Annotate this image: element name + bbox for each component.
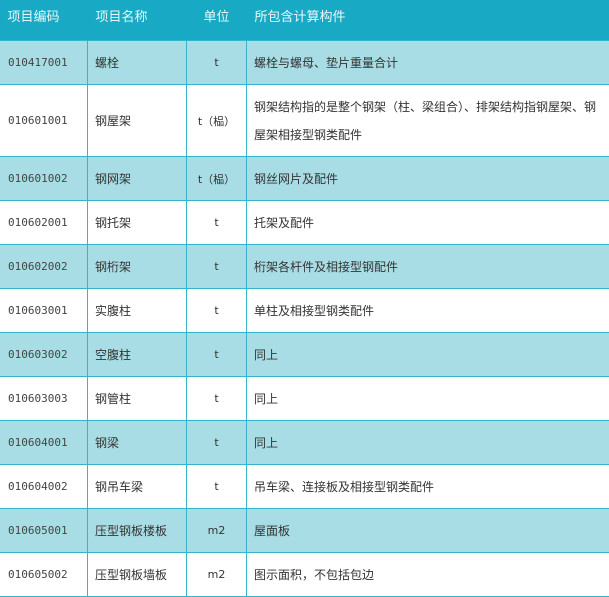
components-cell: 同上 xyxy=(247,377,609,421)
code-cell: 010601002 xyxy=(0,157,88,201)
unit-cell: t xyxy=(187,465,247,509)
code-cell: 010602002 xyxy=(0,245,88,289)
unit-cell: t xyxy=(187,201,247,245)
components-cell: 螺栓与螺母、垫片重量合计 xyxy=(247,41,609,85)
header-name: 项目名称 xyxy=(88,0,187,41)
name-cell: 钢网架 xyxy=(88,157,187,201)
name-cell: 钢梁 xyxy=(88,421,187,465)
components-cell: 同上 xyxy=(247,421,609,465)
unit-cell: t xyxy=(187,41,247,85)
unit-cell: t xyxy=(187,421,247,465)
components-cell: 屋面板 xyxy=(247,509,609,553)
components-cell: 同上 xyxy=(247,333,609,377)
unit-cell: t（榀） xyxy=(187,157,247,201)
code-cell: 010602001 xyxy=(0,201,88,245)
name-cell: 钢吊车梁 xyxy=(88,465,187,509)
header-components: 所包含计算构件 xyxy=(247,0,609,41)
components-cell: 钢架结构指的是整个钢架（柱、梁组合）、排架结构指钢屋架、钢屋架相接型钢类配件 xyxy=(247,85,609,157)
components-cell: 单柱及相接型钢类配件 xyxy=(247,289,609,333)
components-cell: 钢丝网片及配件 xyxy=(247,157,609,201)
unit-cell: m2 xyxy=(187,553,247,597)
components-cell: 吊车梁、连接板及相接型钢类配件 xyxy=(247,465,609,509)
components-cell: 托架及配件 xyxy=(247,201,609,245)
code-cell: 010603001 xyxy=(0,289,88,333)
unit-cell: m2 xyxy=(187,509,247,553)
name-cell: 螺栓 xyxy=(88,41,187,85)
header-code: 项目编码 xyxy=(0,0,88,41)
code-cell: 010604001 xyxy=(0,421,88,465)
name-cell: 钢管柱 xyxy=(88,377,187,421)
header-unit: 单位 xyxy=(187,0,247,41)
name-cell: 钢屋架 xyxy=(88,85,187,157)
code-cell: 010603003 xyxy=(0,377,88,421)
unit-cell: t xyxy=(187,289,247,333)
name-cell: 钢托架 xyxy=(88,201,187,245)
code-cell: 010417001 xyxy=(0,41,88,85)
components-cell: 桁架各杆件及相接型钢配件 xyxy=(247,245,609,289)
unit-cell: t xyxy=(187,377,247,421)
name-cell: 压型钢板楼板 xyxy=(88,509,187,553)
name-cell: 钢桁架 xyxy=(88,245,187,289)
unit-cell: t（榀） xyxy=(187,85,247,157)
unit-cell: t xyxy=(187,333,247,377)
code-cell: 010603002 xyxy=(0,333,88,377)
code-cell: 010604002 xyxy=(0,465,88,509)
code-cell: 010605002 xyxy=(0,553,88,597)
name-cell: 压型钢板墙板 xyxy=(88,553,187,597)
code-cell: 010605001 xyxy=(0,509,88,553)
code-cell: 010601001 xyxy=(0,85,88,157)
name-cell: 实腹柱 xyxy=(88,289,187,333)
components-cell: 图示面积，不包括包边 xyxy=(247,553,609,597)
unit-cell: t xyxy=(187,245,247,289)
name-cell: 空腹柱 xyxy=(88,333,187,377)
header-row: 项目编码 项目名称 单位 所包含计算构件 xyxy=(0,0,609,41)
